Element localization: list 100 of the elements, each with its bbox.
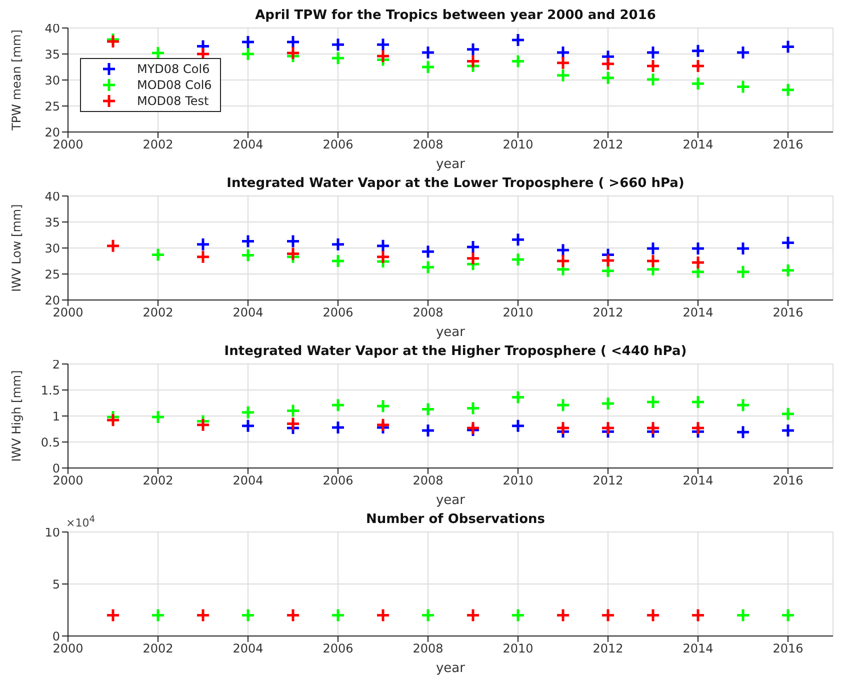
point: [240, 405, 256, 420]
point: [196, 418, 210, 432]
x-tick-label: 2006: [322, 138, 354, 152]
y-tick-label: 1.5: [40, 383, 60, 398]
x-tick-label: 2014: [682, 474, 714, 488]
point: [646, 254, 660, 268]
point: [106, 238, 120, 254]
y-tick-label: 25: [44, 99, 60, 114]
chart-title: Integrated Water Vapor at the Lower Troposphere ( >660 hPa): [226, 176, 684, 191]
point: [646, 394, 660, 410]
point: [510, 390, 526, 405]
y-tick-label: 20: [44, 293, 60, 308]
point: [240, 46, 256, 62]
legend-label: MOD08 Col6: [137, 78, 212, 92]
point: [646, 72, 660, 87]
point: [600, 396, 616, 411]
x-tick-label: 2000: [52, 642, 84, 656]
y-tick-label: 30: [44, 241, 60, 256]
x-tick-label: 2002: [142, 474, 174, 488]
point: [690, 255, 706, 270]
x-tick-label: 2006: [322, 306, 354, 320]
x-tick-label: 2012: [592, 474, 624, 488]
point: [736, 398, 750, 412]
x-axis-title: year: [436, 325, 466, 340]
point: [286, 234, 300, 248]
x-tick-label: 2004: [232, 306, 264, 320]
point: [736, 264, 750, 280]
point: [600, 420, 616, 436]
point: [330, 420, 346, 435]
point: [376, 37, 390, 52]
point: [240, 34, 256, 50]
point: [556, 242, 570, 258]
point: [690, 58, 706, 74]
point: [690, 241, 706, 256]
point: [556, 45, 570, 60]
point: [286, 404, 300, 418]
point: [780, 263, 796, 278]
y-tick-label: 25: [44, 267, 60, 282]
point: [196, 250, 210, 264]
point: [330, 398, 346, 412]
x-tick-label: 2004: [232, 138, 264, 152]
point: [420, 244, 436, 259]
point: [690, 76, 706, 91]
y-tick-label: 1: [52, 409, 60, 424]
point: [466, 400, 480, 416]
point: [600, 253, 616, 268]
point: [556, 398, 570, 412]
point: [420, 60, 436, 74]
x-tick-label: 2016: [772, 138, 804, 152]
point: [510, 54, 526, 69]
point: [690, 420, 706, 436]
point: [330, 254, 346, 268]
point: [466, 251, 480, 266]
point: [556, 56, 570, 70]
y-tick-label: 0: [52, 461, 60, 476]
point: [736, 241, 750, 256]
chart-title: Number of Observations: [366, 512, 546, 527]
x-tick-label: 2012: [592, 306, 624, 320]
y-axis-title: IWV Low [mm]: [9, 204, 24, 292]
y-tick-label: 35: [44, 47, 60, 62]
x-tick-label: 2006: [322, 642, 354, 656]
x-tick-label: 2014: [682, 306, 714, 320]
y-tick-label: 20: [44, 125, 60, 140]
y-axis-title: TPW mean [mm]: [9, 30, 24, 132]
point: [106, 412, 120, 428]
y-tick-label: 5: [52, 577, 60, 592]
point: [646, 45, 660, 60]
point: [376, 238, 390, 254]
point: [376, 250, 390, 264]
point: [240, 418, 256, 434]
point: [780, 82, 796, 98]
point: [646, 241, 660, 256]
legend-label: MOD08 Test: [137, 94, 209, 108]
y-tick-label: 35: [44, 215, 60, 230]
point: [466, 240, 480, 254]
x-tick-label: 2008: [412, 306, 444, 320]
x-tick-label: 2012: [592, 642, 624, 656]
point: [556, 420, 570, 436]
point: [286, 34, 300, 50]
point: [510, 32, 526, 48]
point: [150, 248, 166, 262]
text: ×10$^{4}$: [66, 514, 96, 530]
point: [196, 237, 210, 252]
point: [556, 254, 570, 268]
point: [420, 402, 436, 416]
point: [420, 45, 436, 60]
y-tick-label: 0.5: [40, 435, 60, 450]
x-tick-label: 2008: [412, 642, 444, 656]
point: [600, 70, 616, 86]
point: [420, 423, 436, 438]
point: [286, 46, 300, 60]
point: [510, 418, 526, 434]
point: [646, 420, 660, 436]
point: [780, 406, 796, 422]
x-axis-title: year: [436, 493, 466, 508]
point: [330, 37, 346, 52]
x-tick-label: 2002: [142, 138, 174, 152]
point: [240, 248, 256, 263]
x-tick-label: 2008: [412, 474, 444, 488]
point: [556, 68, 570, 83]
